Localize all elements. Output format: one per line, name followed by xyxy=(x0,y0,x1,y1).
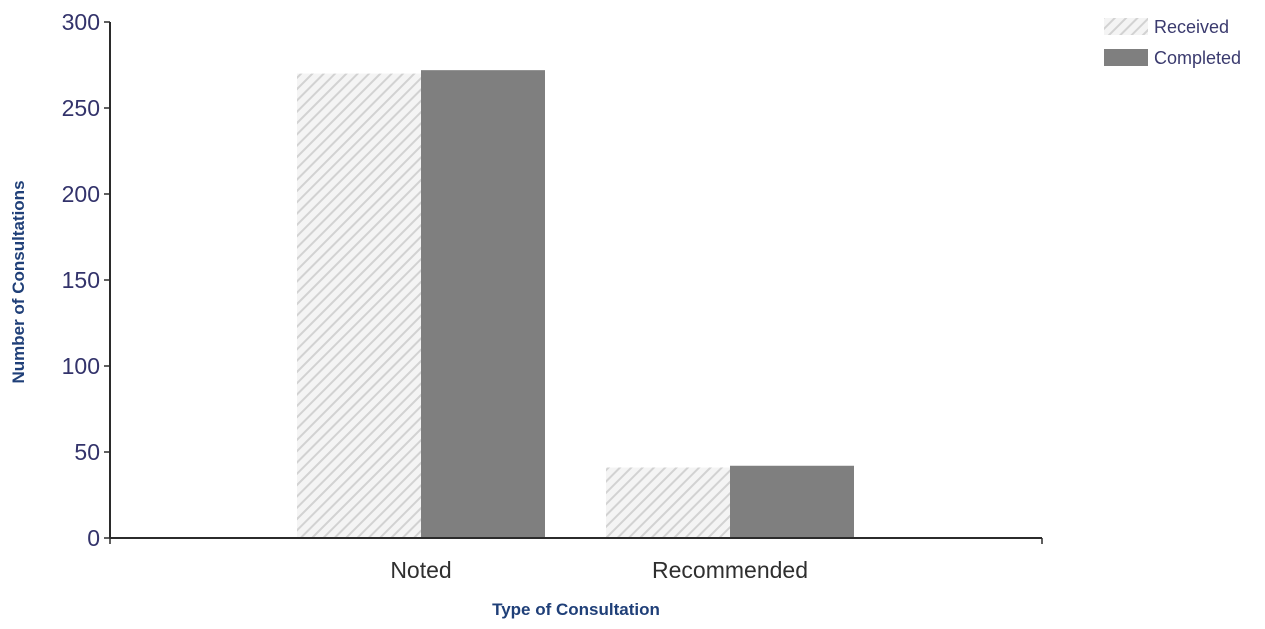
legend: Received Completed xyxy=(1104,17,1241,68)
y-tick-label: 0 xyxy=(87,525,100,551)
x-category-label: Noted xyxy=(390,557,451,583)
y-tick-label: 250 xyxy=(62,95,100,121)
y-tick-label: 200 xyxy=(62,181,100,207)
y-tick-label: 300 xyxy=(62,9,100,35)
legend-label-received: Received xyxy=(1154,17,1229,37)
x-axis-title: Type of Consultation xyxy=(492,600,660,619)
y-tick-label: 100 xyxy=(62,353,100,379)
bar-completed-noted xyxy=(421,70,545,538)
y-tick-label: 150 xyxy=(62,267,100,293)
y-ticks-layer: 0 50 100 150 200 250 300 xyxy=(62,9,110,551)
bar-received-recommended xyxy=(606,467,730,538)
bar-received-noted xyxy=(297,73,421,538)
legend-swatch-completed xyxy=(1104,49,1148,66)
y-axis-title: Number of Consultations xyxy=(9,180,28,383)
bars-layer xyxy=(297,70,854,538)
legend-label-completed: Completed xyxy=(1154,48,1241,68)
legend-swatch-received xyxy=(1104,18,1148,35)
x-ticks-layer: Noted Recommended xyxy=(109,538,1043,583)
x-category-label: Recommended xyxy=(652,557,808,583)
y-tick-label: 50 xyxy=(74,439,100,465)
bar-completed-recommended xyxy=(730,465,854,538)
